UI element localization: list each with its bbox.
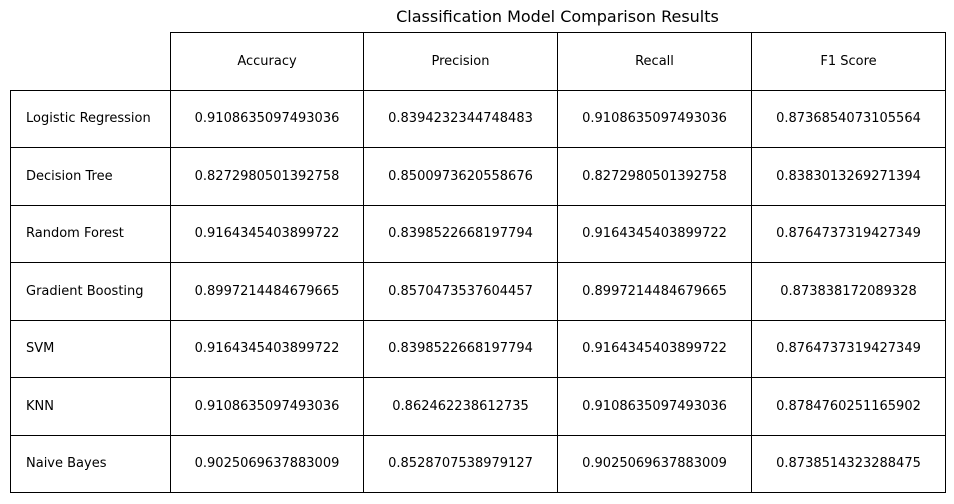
table-row: SVM 0.9164345403899722 0.8398522668197794 0…: [10, 319, 946, 378]
cell-recall: 0.8272980501392758: [557, 147, 752, 206]
cell-precision: 0.8394232344748483: [363, 89, 558, 148]
table-row: Random Forest 0.9164345403899722 0.8398522…: [10, 204, 946, 263]
table-row: Decision Tree 0.8272980501392758 0.8500973…: [10, 147, 946, 206]
table-row: Naive Bayes 0.9025069637883009 0.852870753…: [10, 434, 946, 493]
chart-title: Classification Model Comparison Results: [396, 7, 719, 26]
cell-f1-score: 0.8764737319427349: [751, 204, 946, 263]
cell-precision: 0.8528707538979127: [363, 434, 558, 493]
cell-accuracy: 0.8272980501392758: [170, 147, 364, 206]
row-label: Random Forest: [10, 204, 171, 263]
cell-precision: 0.8398522668197794: [363, 319, 558, 378]
cell-precision: 0.8570473537604457: [363, 262, 558, 321]
row-label: Logistic Regression: [10, 89, 171, 148]
column-header-precision: Precision: [363, 32, 558, 91]
row-label: Naive Bayes: [10, 434, 171, 493]
column-header-f1-score: F1 Score: [751, 32, 946, 91]
cell-f1-score: 0.873838172089328: [751, 262, 946, 321]
cell-f1-score: 0.8764737319427349: [751, 319, 946, 378]
column-header-recall: Recall: [557, 32, 752, 91]
cell-recall: 0.8997214484679665: [557, 262, 752, 321]
cell-accuracy: 0.8997214484679665: [170, 262, 364, 321]
cell-accuracy: 0.9164345403899722: [170, 319, 364, 378]
table-row: KNN 0.9108635097493036 0.862462238612735 0.…: [10, 377, 946, 436]
results-table-container: Accuracy Precision Recall F1 Score Logis…: [10, 32, 946, 493]
cell-recall: 0.9025069637883009: [557, 434, 752, 493]
cell-accuracy: 0.9108635097493036: [170, 377, 364, 436]
cell-accuracy: 0.9025069637883009: [170, 434, 364, 493]
cell-f1-score: 0.8736854073105564: [751, 89, 946, 148]
results-table: Accuracy Precision Recall F1 Score Logis…: [10, 32, 946, 493]
cell-recall: 0.9164345403899722: [557, 204, 752, 263]
cell-accuracy: 0.9108635097493036: [170, 89, 364, 148]
cell-precision: 0.862462238612735: [363, 377, 558, 436]
row-label: Decision Tree: [10, 147, 171, 206]
header-row: Accuracy Precision Recall F1 Score: [11, 32, 946, 91]
row-label: KNN: [10, 377, 171, 436]
cell-recall: 0.9108635097493036: [557, 89, 752, 148]
cell-accuracy: 0.9164345403899722: [170, 204, 364, 263]
cell-precision: 0.8500973620558676: [363, 147, 558, 206]
corner-cell: [11, 33, 171, 91]
table-body: Logistic Regression 0.9108635097493036 0.8…: [10, 89, 946, 493]
row-label: SVM: [10, 319, 171, 378]
cell-recall: 0.9164345403899722: [557, 319, 752, 378]
table-row: Gradient Boosting 0.8997214484679665 0.857…: [10, 262, 946, 321]
cell-precision: 0.8398522668197794: [363, 204, 558, 263]
cell-f1-score: 0.8383013269271394: [751, 147, 946, 206]
table-row: Logistic Regression 0.9108635097493036 0.8…: [10, 89, 946, 148]
cell-f1-score: 0.8738514323288475: [751, 434, 946, 493]
cell-f1-score: 0.8784760251165902: [751, 377, 946, 436]
row-label: Gradient Boosting: [10, 262, 171, 321]
cell-recall: 0.9108635097493036: [557, 377, 752, 436]
column-header-accuracy: Accuracy: [170, 32, 364, 91]
